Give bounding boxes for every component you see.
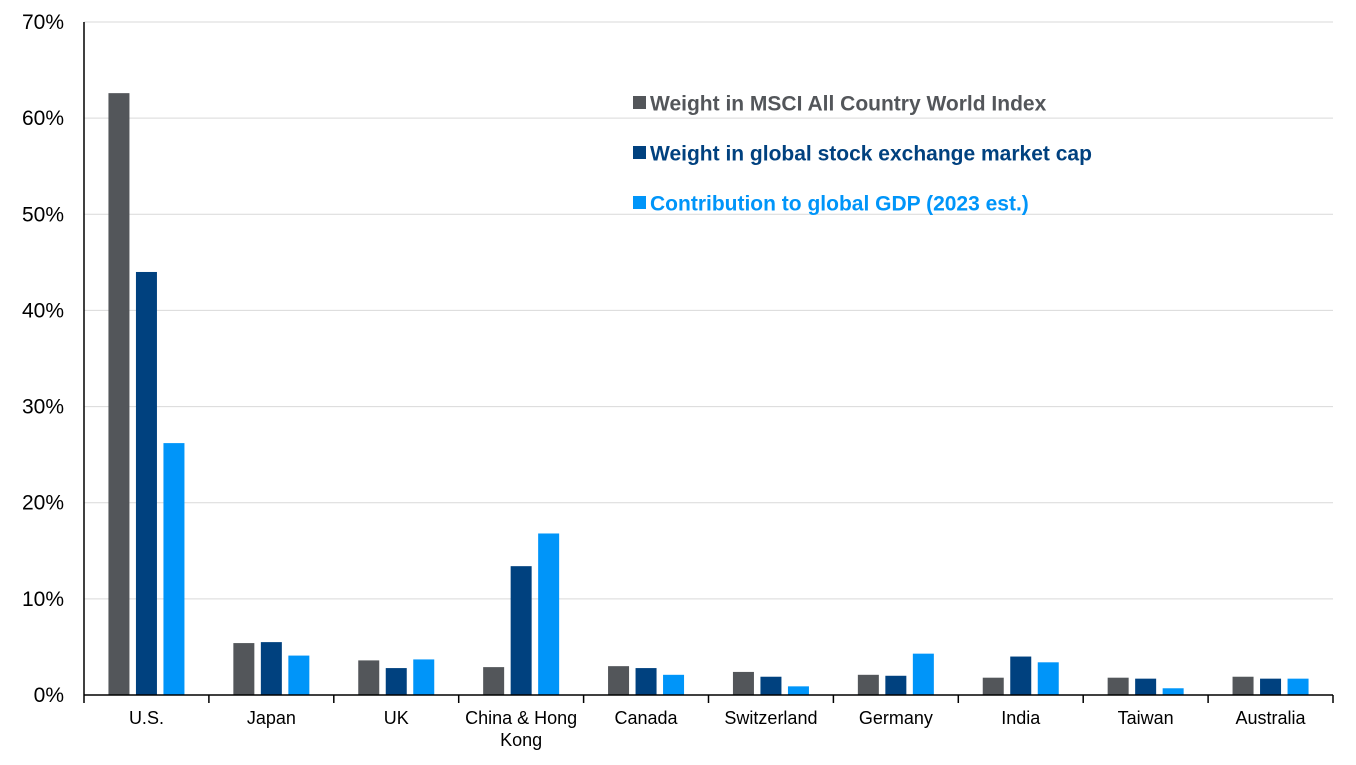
legend-label: Weight in MSCI All Country World Index	[650, 93, 1047, 116]
legend-swatch	[633, 96, 646, 109]
bar-canada-series-2	[635, 668, 657, 695]
bar-india-series-2	[1010, 656, 1032, 695]
bar-germany-series-1	[857, 674, 879, 695]
bar-india-series-1	[982, 677, 1004, 695]
bar-taiwan-series-1	[1107, 677, 1129, 695]
y-axis-tick-labels: 0% 10% 20% 30% 40% 50% 60% 70%	[22, 11, 64, 707]
x-category-label: Japan	[247, 708, 296, 728]
bar-germany-series-2	[885, 675, 907, 695]
legend-label: Contribution to global GDP (2023 est.)	[650, 193, 1029, 216]
bar-germany-series-3	[912, 653, 934, 695]
x-category-label: U.S.	[129, 708, 164, 728]
y-tick-label: 0%	[34, 684, 64, 707]
x-category-label: Germany	[859, 708, 933, 728]
y-tick-label: 20%	[22, 492, 64, 515]
bar-switzerland-series-3	[787, 686, 809, 695]
x-category-label: UK	[384, 708, 409, 728]
y-tick-label: 70%	[22, 11, 64, 34]
bar-china-hong-kong-series-2	[510, 566, 532, 695]
legend-swatch	[633, 146, 646, 159]
x-category-label: Australia	[1236, 708, 1307, 728]
y-tick-label: 50%	[22, 203, 64, 226]
bar-australia-series-3	[1287, 678, 1309, 695]
gridlines	[84, 21, 1333, 600]
x-category-label: India	[1001, 708, 1041, 728]
x-category-label: China & Hong Kong	[465, 708, 577, 750]
bar-uk-series-3	[413, 659, 435, 695]
bar-uk-series-1	[358, 660, 380, 695]
bar-india-series-3	[1037, 662, 1059, 695]
axes	[83, 22, 1334, 703]
y-tick-label: 30%	[22, 396, 64, 419]
bar-japan-series-2	[260, 642, 282, 695]
bar-u-s-series-3	[163, 443, 185, 695]
legend: Weight in MSCI All Country World Index We…	[633, 93, 1092, 216]
y-tick-label: 10%	[22, 588, 64, 611]
bar-china-hong-kong-series-1	[483, 667, 505, 695]
bar-japan-series-1	[233, 643, 255, 695]
x-category-label: Taiwan	[1118, 708, 1174, 728]
bar-taiwan-series-2	[1135, 678, 1157, 695]
legend-swatch	[633, 196, 646, 209]
legend-label: Weight in global stock exchange market c…	[650, 143, 1092, 166]
y-tick-label: 60%	[22, 107, 64, 130]
y-tick-label: 40%	[22, 299, 64, 322]
bars	[108, 93, 1309, 696]
x-axis-category-labels: U.S. Japan UK China & Hong Kong Canada Switzer…	[129, 708, 1307, 750]
bar-switzerland-series-2	[760, 676, 782, 695]
bar-u-s-series-1	[108, 93, 130, 696]
bar-canada-series-3	[663, 674, 685, 695]
bar-taiwan-series-3	[1162, 688, 1184, 695]
bar-australia-series-2	[1260, 678, 1282, 695]
x-category-label: Switzerland	[724, 708, 817, 728]
bar-switzerland-series-1	[732, 671, 754, 695]
bar-australia-series-1	[1232, 676, 1254, 695]
x-category-label: Canada	[615, 708, 679, 728]
bar-canada-series-1	[608, 666, 630, 695]
bar-u-s-series-2	[135, 271, 157, 695]
bar-japan-series-3	[288, 655, 310, 695]
bar-uk-series-2	[385, 668, 407, 695]
bar-china-hong-kong-series-3	[538, 533, 560, 695]
